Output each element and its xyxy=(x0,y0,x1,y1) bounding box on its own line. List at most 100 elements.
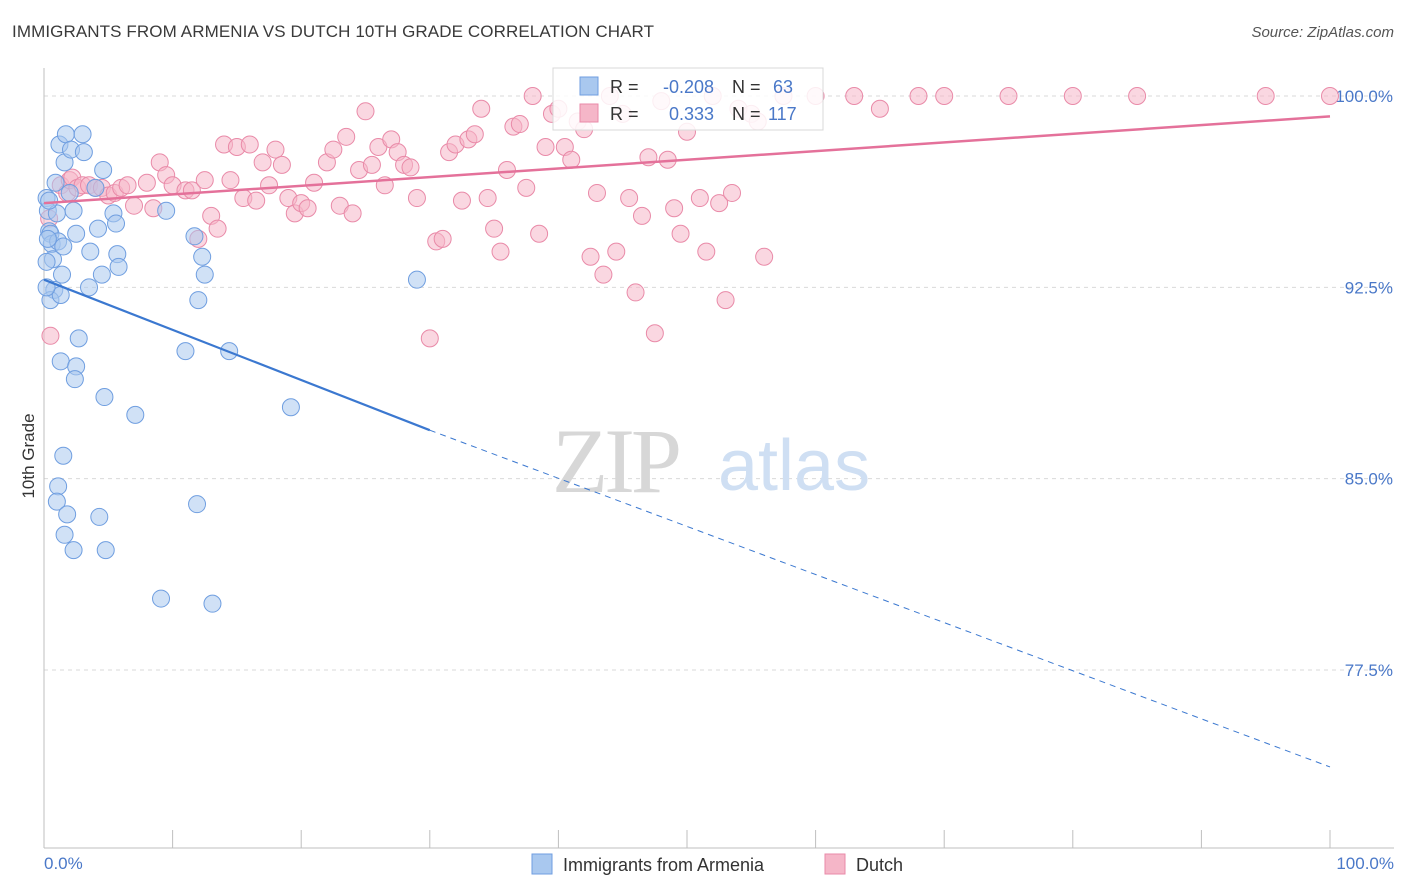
dutch-point xyxy=(581,247,600,266)
armenia-point xyxy=(54,446,73,465)
dutch-point xyxy=(1063,87,1082,105)
dutch-point xyxy=(260,176,279,195)
dutch-point xyxy=(247,191,266,210)
y-tick-label: 85.0% xyxy=(1345,470,1393,489)
dutch-point xyxy=(452,191,471,210)
armenia-point xyxy=(74,143,93,162)
armenia-point xyxy=(185,227,204,246)
dutch-point xyxy=(305,173,324,192)
watermark-zip: ZIP xyxy=(552,410,679,512)
stats-r-value-dutch: 0.333 xyxy=(669,104,714,124)
dutch-point xyxy=(266,140,285,159)
stats-r-label-dutch: R = xyxy=(610,104,639,124)
dutch-point xyxy=(845,87,864,105)
y-axis-label: 10th Grade xyxy=(19,413,38,498)
stats-r-label-armenia: R = xyxy=(610,77,639,97)
legend-label-armenia: Immigrants from Armenia xyxy=(563,855,765,875)
x-tick-label-min: 0.0% xyxy=(44,854,83,873)
dutch-point xyxy=(195,171,214,190)
legend-label-dutch: Dutch xyxy=(856,855,903,875)
dutch-point xyxy=(401,158,420,177)
dutch-point xyxy=(478,189,497,208)
dutch-point xyxy=(485,219,504,238)
armenia-point xyxy=(95,388,114,407)
dutch-point xyxy=(626,283,645,302)
dutch-point xyxy=(1128,87,1147,105)
dutch-point xyxy=(999,87,1018,105)
dutch-point xyxy=(607,242,626,261)
dutch-point xyxy=(324,140,343,159)
stats-n-value-armenia: 63 xyxy=(773,77,793,97)
dutch-point xyxy=(137,173,156,192)
armenia-point xyxy=(96,541,115,560)
armenia-point xyxy=(60,183,79,202)
dutch-point xyxy=(497,160,516,179)
dutch-point xyxy=(253,153,272,172)
dutch-point xyxy=(935,87,954,105)
dutch-point xyxy=(620,189,639,208)
dutch-point xyxy=(536,138,555,157)
y-tick-label: 92.5% xyxy=(1345,278,1393,297)
armenia-point xyxy=(53,265,72,284)
dutch-point xyxy=(530,224,549,243)
dutch-point xyxy=(472,99,491,118)
dutch-point xyxy=(240,135,259,154)
dutch-point xyxy=(41,326,60,345)
armenia-point xyxy=(176,342,195,361)
dutch-point xyxy=(632,206,651,225)
armenia-point xyxy=(80,278,99,297)
armenia-point xyxy=(69,329,88,348)
dutch-point xyxy=(343,204,362,223)
dutch-point xyxy=(1321,87,1339,105)
armenia-point xyxy=(109,257,128,276)
dutch-point xyxy=(594,265,613,284)
dutch-point xyxy=(125,196,144,215)
stats-legend-swatch-dutch xyxy=(579,103,599,123)
armenia-point xyxy=(64,201,83,220)
dutch-point xyxy=(420,329,439,348)
armenia-points xyxy=(37,125,426,613)
armenia-point xyxy=(81,242,100,261)
stats-r-value-armenia: -0.208 xyxy=(663,77,714,97)
dutch-point xyxy=(517,178,536,197)
y-tick-labels: 77.5% 85.0% 92.5% 100.0% xyxy=(1335,87,1393,680)
dutch-point xyxy=(298,199,317,218)
dutch-point xyxy=(710,194,729,213)
dutch-point xyxy=(510,115,529,134)
stats-n-value-dutch: 117 xyxy=(768,104,797,124)
armenia-point xyxy=(47,492,66,511)
x-tick-label-max: 100.0% xyxy=(1336,854,1394,873)
dutch-point xyxy=(870,99,889,118)
gridlines xyxy=(44,95,1394,671)
armenia-point xyxy=(86,178,105,197)
armenia-point xyxy=(56,125,75,144)
dutch-point xyxy=(587,183,606,202)
armenia-trend-line xyxy=(43,278,431,432)
dutch-point xyxy=(697,242,716,261)
y-tick-label: 77.5% xyxy=(1345,661,1393,680)
dutch-point xyxy=(118,176,137,195)
legend-swatch-dutch xyxy=(824,853,846,875)
armenia-point xyxy=(189,291,208,310)
chart-title: IMMIGRANTS FROM ARMENIA VS DUTCH 10TH GR… xyxy=(12,22,655,41)
stats-legend-swatch-armenia xyxy=(579,76,599,96)
armenia-trend-extension xyxy=(429,429,1331,768)
dutch-point xyxy=(1256,87,1275,105)
armenia-point xyxy=(38,229,57,248)
y-tick-label: 100.0% xyxy=(1335,87,1393,106)
armenia-point xyxy=(188,495,207,514)
armenia-point xyxy=(49,477,68,496)
dutch-point xyxy=(665,199,684,218)
armenia-point xyxy=(55,525,74,544)
armenia-point xyxy=(58,505,77,524)
armenia-point xyxy=(89,219,108,238)
dutch-point xyxy=(272,155,291,174)
dutch-point xyxy=(491,242,510,261)
dutch-point xyxy=(671,224,690,243)
armenia-point xyxy=(40,191,59,210)
armenia-point xyxy=(46,173,65,192)
dutch-point xyxy=(221,171,240,190)
dutch-point xyxy=(909,87,928,105)
armenia-point xyxy=(126,405,145,424)
